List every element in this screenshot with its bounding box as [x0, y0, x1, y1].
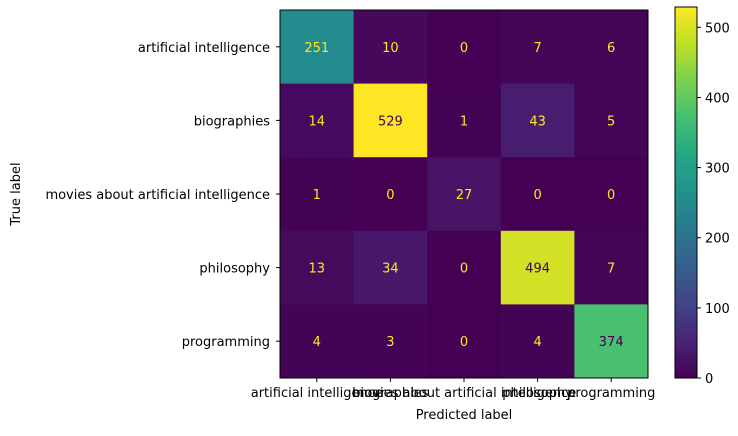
cell-value: 0 — [533, 188, 541, 203]
matrix-cell — [353, 230, 428, 305]
cell-value: 4 — [313, 335, 321, 350]
matrix-cell — [427, 10, 502, 85]
matrix-cell — [280, 230, 355, 305]
cell-value: 7 — [607, 262, 615, 277]
matrix-cell — [280, 304, 355, 379]
matrix-cell — [427, 230, 502, 305]
cell-value: 43 — [529, 114, 546, 129]
x-tick-label: movies about artificial intelligence — [352, 386, 577, 401]
matrix-cell — [353, 83, 428, 158]
x-tick-label: philosophy — [502, 386, 573, 401]
matrix-cell — [353, 10, 428, 85]
matrix-cell — [574, 83, 649, 158]
colorbar-tick-label: 200 — [705, 232, 730, 247]
x-tick-label: programming — [567, 386, 655, 401]
cell-value: 7 — [533, 41, 541, 56]
y-tick-label: movies about artificial intelligence — [45, 188, 270, 203]
x-axis-ticks: artificial intelligencebiographiesmovies… — [251, 378, 655, 401]
cell-value: 13 — [309, 262, 326, 277]
x-axis-label: Predicted label — [416, 408, 513, 423]
cell-value: 34 — [382, 262, 399, 277]
cell-value: 14 — [309, 114, 326, 129]
matrix-cell — [574, 157, 649, 232]
cell-value: 0 — [386, 188, 394, 203]
y-axis-label: True label — [9, 162, 24, 226]
matrix-cell — [280, 10, 355, 85]
matrix-cell — [500, 304, 575, 379]
matrix-cell — [427, 157, 502, 232]
x-tick-label: biographies — [352, 386, 428, 401]
y-axis-ticks: artificial intelligence biographies movies… — [45, 41, 280, 350]
y-tick-label: biographies — [194, 114, 270, 129]
cell-value: 0 — [460, 335, 468, 350]
cell-value-labels: 251 10 0 7 614 529 1 43 51 0 27 0 013 34 0 494 74 3 0 4 374 — [304, 41, 623, 350]
matrix-cell — [427, 83, 502, 158]
cell-value: 374 — [599, 335, 624, 350]
matrix-cell — [427, 304, 502, 379]
matrix-cell — [500, 83, 575, 158]
matrix-cell — [574, 230, 649, 305]
matrix-cell — [280, 157, 355, 232]
x-tick-label: artificial intelligence — [251, 386, 383, 401]
cell-value: 0 — [460, 262, 468, 277]
cell-value: 6 — [607, 41, 615, 56]
cell-value: 0 — [607, 188, 615, 203]
matrix-cell — [574, 10, 649, 85]
matrix-cells — [279, 9, 649, 379]
matrix-cell — [353, 157, 428, 232]
matrix-cell — [500, 230, 575, 305]
colorbar — [674, 6, 698, 379]
cell-value: 10 — [382, 41, 399, 56]
y-tick-label: philosophy — [199, 262, 270, 277]
cell-value: 1 — [460, 114, 468, 129]
cell-value: 1 — [313, 188, 321, 203]
cell-value: 0 — [460, 41, 468, 56]
colorbar-tick-label: 100 — [705, 302, 730, 317]
colorbar-tick-label: 300 — [705, 162, 730, 177]
y-tick-label: programming — [182, 335, 270, 350]
cell-value: 251 — [304, 41, 329, 56]
cell-value: 27 — [456, 188, 473, 203]
matrix-cell — [500, 157, 575, 232]
y-tick-label: artificial intelligence — [138, 41, 270, 56]
cell-value: 494 — [525, 262, 550, 277]
matrix-cell — [280, 83, 355, 158]
matrix-cell — [353, 304, 428, 379]
colorbar-ticks: 0 100 200 300 400 500 — [697, 21, 730, 387]
cell-value: 529 — [378, 114, 403, 129]
colorbar-tick-label: 500 — [705, 21, 730, 36]
matrix-cell — [574, 304, 649, 379]
matrix-cell — [500, 10, 575, 85]
colorbar-tick-label: 400 — [705, 91, 730, 106]
cell-value: 5 — [607, 114, 615, 129]
cell-value: 3 — [386, 335, 394, 350]
colorbar-tick-label: 0 — [705, 372, 713, 387]
cell-value: 4 — [533, 335, 541, 350]
